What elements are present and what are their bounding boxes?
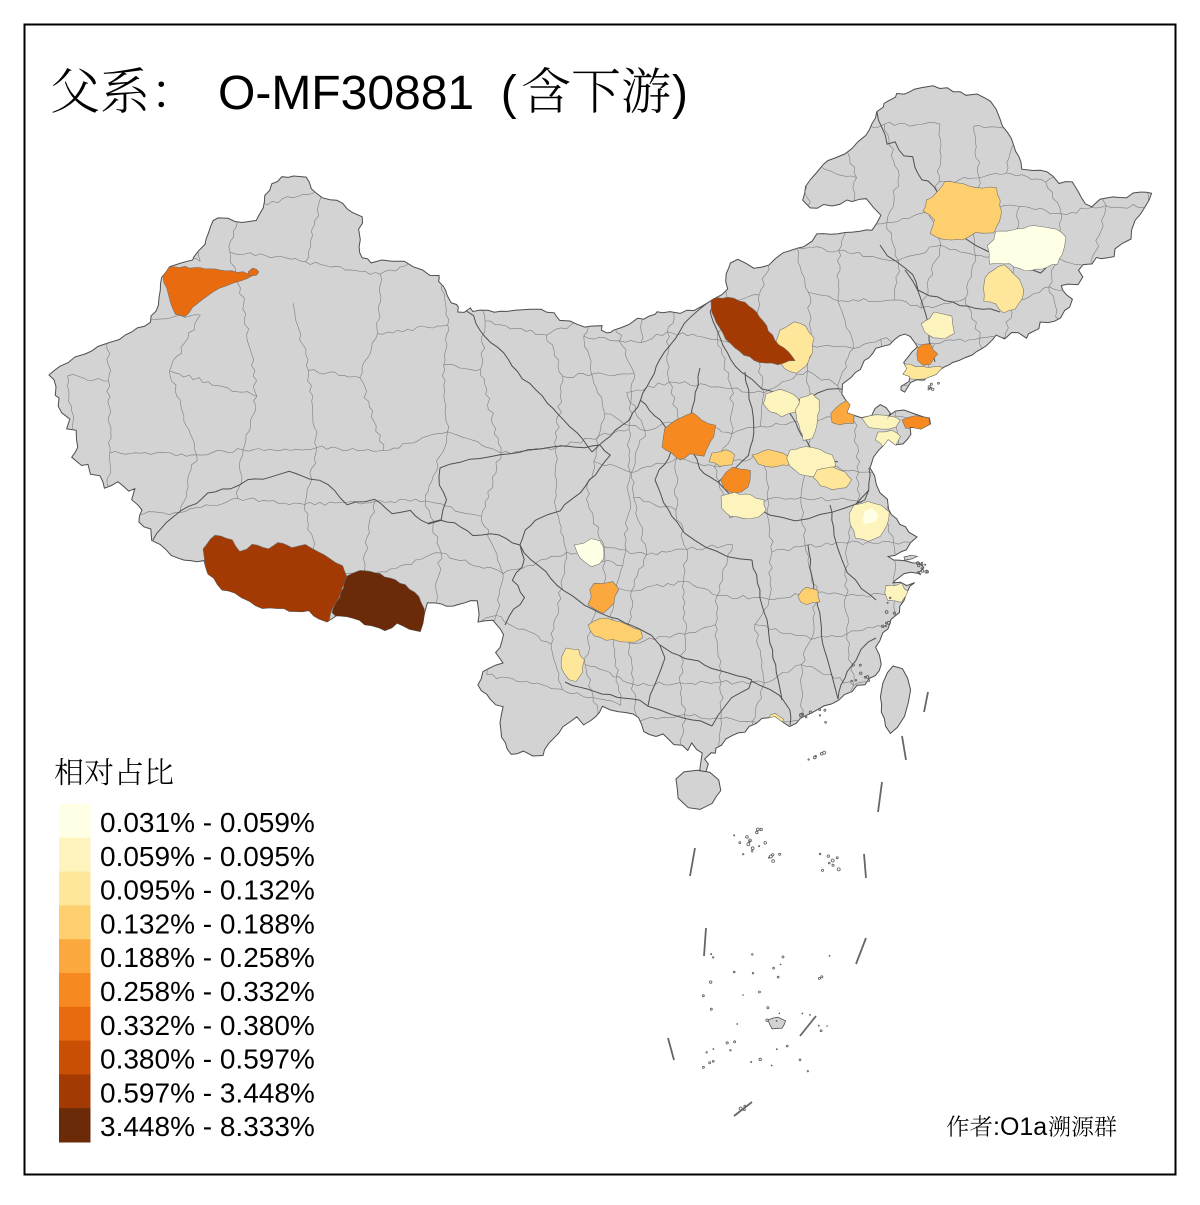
svg-text:): ): [672, 67, 688, 120]
svg-text:0.258% - 0.332%: 0.258% - 0.332%: [100, 976, 315, 1007]
svg-text:0.095% - 0.132%: 0.095% - 0.132%: [100, 875, 315, 906]
svg-text:3.448% - 8.333%: 3.448% - 8.333%: [100, 1111, 315, 1142]
svg-text:0.332% - 0.380%: 0.332% - 0.380%: [100, 1010, 315, 1041]
svg-text:0.132% - 0.188%: 0.132% - 0.188%: [100, 908, 315, 939]
svg-text:0.059% - 0.095%: 0.059% - 0.095%: [100, 841, 315, 872]
svg-text:0.031% - 0.059%: 0.031% - 0.059%: [100, 807, 315, 838]
svg-text::O1a: :O1a: [993, 1113, 1047, 1141]
svg-text:O-MF30881 (: O-MF30881 (: [218, 67, 517, 120]
svg-text:0.597% - 3.448%: 0.597% - 3.448%: [100, 1077, 315, 1108]
svg-text:0.380% - 0.597%: 0.380% - 0.597%: [100, 1044, 315, 1075]
svg-text:0.188% - 0.258%: 0.188% - 0.258%: [100, 942, 315, 973]
